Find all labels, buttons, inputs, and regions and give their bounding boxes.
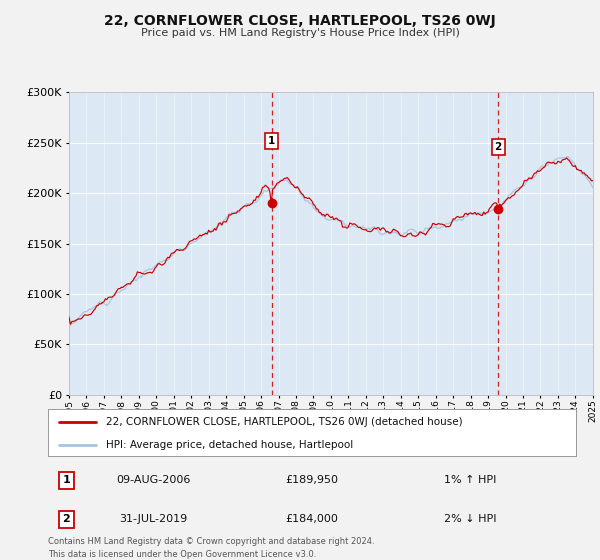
- Text: 22, CORNFLOWER CLOSE, HARTLEPOOL, TS26 0WJ: 22, CORNFLOWER CLOSE, HARTLEPOOL, TS26 0…: [104, 14, 496, 28]
- Text: 1% ↑ HPI: 1% ↑ HPI: [444, 475, 496, 485]
- Text: 31-JUL-2019: 31-JUL-2019: [119, 515, 188, 524]
- Text: 22, CORNFLOWER CLOSE, HARTLEPOOL, TS26 0WJ (detached house): 22, CORNFLOWER CLOSE, HARTLEPOOL, TS26 0…: [106, 417, 463, 427]
- Text: 1: 1: [268, 136, 275, 146]
- Text: 1: 1: [62, 475, 70, 485]
- Text: Contains HM Land Registry data © Crown copyright and database right 2024.
This d: Contains HM Land Registry data © Crown c…: [48, 538, 374, 559]
- Text: £184,000: £184,000: [286, 515, 338, 524]
- Text: 09-AUG-2006: 09-AUG-2006: [116, 475, 191, 485]
- Text: £189,950: £189,950: [286, 475, 338, 485]
- Text: Price paid vs. HM Land Registry's House Price Index (HPI): Price paid vs. HM Land Registry's House …: [140, 28, 460, 38]
- Text: HPI: Average price, detached house, Hartlepool: HPI: Average price, detached house, Hart…: [106, 440, 353, 450]
- Text: 2: 2: [494, 142, 502, 152]
- Text: 2% ↓ HPI: 2% ↓ HPI: [444, 515, 497, 524]
- Text: 2: 2: [62, 515, 70, 524]
